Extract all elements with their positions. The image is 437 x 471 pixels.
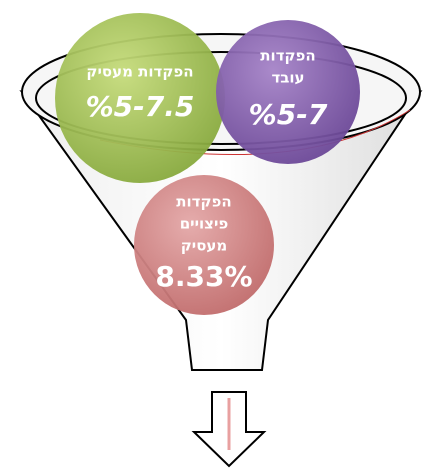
node-employee: הפקדות עובד %5-7 xyxy=(216,20,360,164)
node-value: %5-7.5 xyxy=(86,90,195,123)
node-label: עובד xyxy=(271,69,304,87)
node-employer: הפקדות מעסיק %5-7.5 xyxy=(55,13,225,183)
node-label: הפקדות מעסיק xyxy=(86,63,193,81)
node-label: הפקדות xyxy=(260,47,315,65)
circle xyxy=(216,20,360,164)
node-label: הפקדות xyxy=(176,193,231,211)
node-value: 8.33% xyxy=(155,260,252,293)
node-severance: הפקדות פיצויים מעסיק 8.33% xyxy=(134,175,274,315)
node-label: מעסיק xyxy=(181,237,228,255)
node-label: פיצויים xyxy=(180,215,229,233)
node-value: %5-7 xyxy=(249,98,328,131)
diagram: הפקדות מעסיק %5-7.5 הפקדות עובד %5-7 הפק… xyxy=(0,0,437,471)
